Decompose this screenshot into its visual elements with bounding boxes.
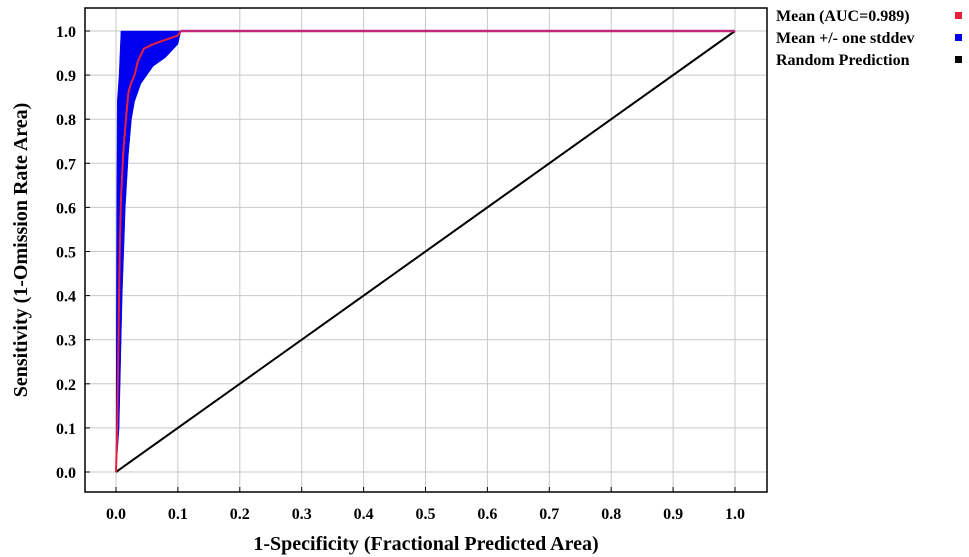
legend-item-mean-label: Mean (AUC=0.989) [776, 8, 910, 25]
stddev-band-area [115, 30, 735, 473]
x-tick-label: 0.8 [601, 506, 621, 523]
x-axis-ticks: 0.0 0.1 0.2 0.3 0.4 0.5 0.6 0.7 0.8 0.9 1.0 [106, 487, 745, 523]
legend-item-random-swatch [955, 56, 962, 63]
x-tick-label: 0.9 [663, 506, 683, 523]
y-axis-title: Sensitivity (1-Omission Rate Area) [10, 103, 32, 398]
mean-roc-line [115, 30, 735, 473]
legend-item-stddev-label: Mean +/- one stddev [776, 30, 914, 47]
y-tick-label: 0.8 [56, 112, 76, 129]
x-axis-title: 1-Specificity (Fractional Predicted Area… [253, 533, 598, 555]
y-tick-label: 0.6 [56, 200, 76, 217]
random-prediction-line [115, 30, 736, 473]
y-tick-label: 0.7 [56, 156, 76, 173]
legend-item-stddev-swatch [955, 34, 962, 41]
y-axis-ticks: 0.0 0.1 0.2 0.3 0.4 0.5 0.6 0.7 0.8 0.9 1.0 [56, 24, 90, 482]
y-tick-label: 0.9 [56, 68, 76, 85]
x-tick-label: 0.2 [230, 506, 250, 523]
legend-item-mean-swatch [955, 12, 962, 19]
x-tick-label: 0.4 [354, 506, 374, 523]
series-lines [115, 29, 736, 473]
stddev-band [115, 30, 735, 473]
x-tick-label: 1.0 [725, 506, 745, 523]
y-tick-label: 0.2 [56, 377, 76, 394]
y-tick-label: 0.0 [56, 465, 76, 482]
y-tick-label: 0.1 [56, 421, 76, 438]
x-tick-label: 0.5 [416, 506, 436, 523]
y-tick-label: 0.4 [56, 289, 76, 306]
x-tick-label: 0.3 [292, 506, 312, 523]
x-tick-label: 0.6 [477, 506, 497, 523]
x-tick-label: 0.7 [539, 506, 559, 523]
legend-item-random-label: Random Prediction [776, 52, 910, 69]
y-tick-label: 0.3 [56, 333, 76, 350]
y-tick-label: 1.0 [56, 24, 76, 41]
x-tick-label: 0.1 [168, 506, 188, 523]
legend: Mean (AUC=0.989) Mean +/- one stddev Rando… [776, 8, 962, 69]
x-tick-label: 0.0 [106, 506, 126, 523]
y-tick-label: 0.5 [56, 245, 76, 262]
